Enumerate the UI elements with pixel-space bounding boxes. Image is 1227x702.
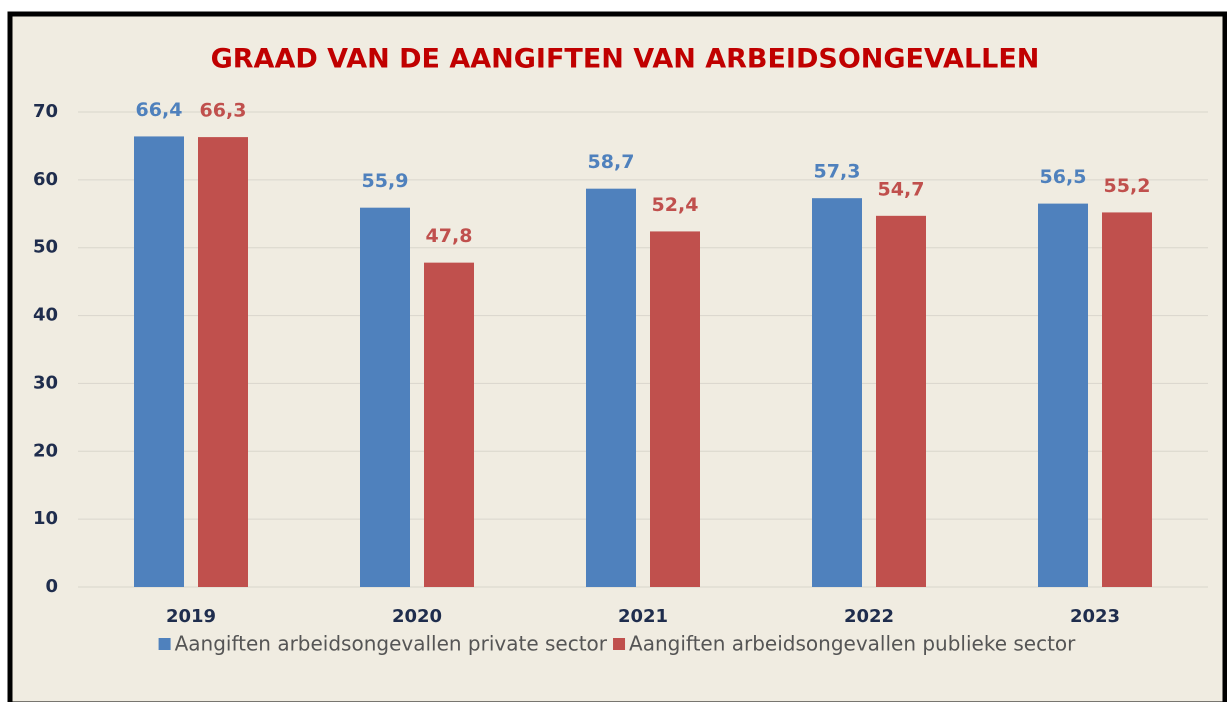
y-tick-label: 40 [33,305,58,326]
chart-title: GRAAD VAN DE AANGIFTEN VAN ARBEIDSONGEVA… [211,44,1040,75]
y-tick-label: 70 [33,101,58,122]
bar [876,215,926,588]
legend-swatch [613,638,626,650]
bar [360,207,410,587]
bar [650,231,700,587]
x-tick-label: 2022 [844,606,894,627]
value-label: 54,7 [878,178,925,200]
x-tick-label: 2023 [1070,606,1120,627]
value-label: 66,3 [200,100,247,122]
legend-label: Aangiften arbeidsongevallen publieke sec… [629,632,1076,656]
legend-label: Aangiften arbeidsongevallen private sect… [175,632,608,656]
value-label: 52,4 [652,194,699,216]
bar [1102,212,1152,587]
y-tick-label: 10 [33,508,58,529]
y-tick-label: 60 [33,169,58,190]
x-tick-label: 2021 [618,606,668,627]
y-tick-label: 30 [33,372,58,393]
bar [134,136,184,587]
bar [1038,203,1088,587]
x-tick-label: 2019 [166,606,216,627]
value-label: 58,7 [588,151,635,173]
value-label: 55,2 [1104,175,1151,197]
y-tick-label: 50 [33,237,58,258]
legend-swatch [158,638,171,650]
y-tick-label: 0 [45,576,58,597]
bar [198,137,248,587]
y-tick-label: 20 [33,440,58,461]
value-label: 57,3 [814,161,861,183]
bar [586,188,636,587]
value-label: 66,4 [136,99,183,121]
bar [812,198,862,587]
x-tick-label: 2020 [392,606,442,627]
bar [424,262,474,587]
value-label: 56,5 [1040,166,1087,188]
value-label: 55,9 [362,170,409,192]
value-label: 47,8 [426,225,473,247]
